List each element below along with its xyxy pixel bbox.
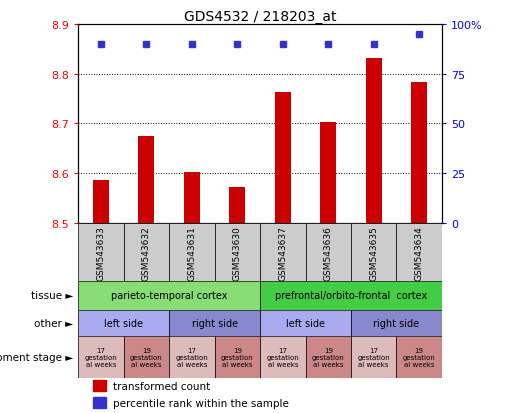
Text: GSM543637: GSM543637: [278, 226, 287, 281]
Bar: [260, 281, 442, 310]
Text: 17
gestation
al weeks: 17 gestation al weeks: [176, 347, 208, 367]
Bar: [78, 337, 124, 378]
Bar: [169, 337, 215, 378]
Text: 19
gestation
al weeks: 19 gestation al weeks: [312, 347, 344, 367]
Text: GSM543634: GSM543634: [415, 226, 424, 280]
Bar: [260, 223, 306, 281]
Text: parieto-temporal cortex: parieto-temporal cortex: [111, 290, 227, 300]
Text: left side: left side: [286, 318, 325, 328]
Bar: [366, 59, 382, 223]
Bar: [351, 223, 396, 281]
Bar: [411, 83, 427, 223]
Bar: [260, 310, 351, 337]
Title: GDS4532 / 218203_at: GDS4532 / 218203_at: [184, 10, 336, 24]
Text: 19
gestation
al weeks: 19 gestation al weeks: [130, 347, 163, 367]
Text: tissue ►: tissue ►: [31, 290, 73, 300]
Bar: [78, 223, 124, 281]
Bar: [306, 337, 351, 378]
Text: prefrontal/orbito-frontal  cortex: prefrontal/orbito-frontal cortex: [275, 290, 427, 300]
Bar: [215, 337, 260, 378]
Text: transformed count: transformed count: [113, 381, 210, 391]
Bar: [138, 136, 155, 223]
Text: right side: right side: [191, 318, 238, 328]
Bar: [320, 122, 336, 223]
Bar: [169, 310, 260, 337]
Text: percentile rank within the sample: percentile rank within the sample: [113, 398, 289, 408]
Bar: [396, 337, 442, 378]
Text: 19
gestation
al weeks: 19 gestation al weeks: [403, 347, 435, 367]
Bar: [306, 223, 351, 281]
Bar: [93, 397, 106, 408]
Text: 17
gestation
al weeks: 17 gestation al weeks: [85, 347, 117, 367]
Bar: [124, 337, 169, 378]
Bar: [351, 310, 442, 337]
Text: GSM543630: GSM543630: [233, 226, 242, 281]
Text: other ►: other ►: [34, 318, 73, 328]
Text: left side: left side: [104, 318, 143, 328]
Bar: [93, 380, 106, 391]
Text: GSM543631: GSM543631: [187, 226, 196, 281]
Text: 17
gestation
al weeks: 17 gestation al weeks: [267, 347, 299, 367]
Text: development stage ►: development stage ►: [0, 352, 73, 362]
Bar: [351, 337, 396, 378]
Text: right side: right side: [373, 318, 420, 328]
Bar: [78, 281, 260, 310]
Text: 17
gestation
al weeks: 17 gestation al weeks: [358, 347, 390, 367]
Text: GSM543632: GSM543632: [142, 226, 151, 280]
Bar: [229, 188, 245, 223]
Bar: [396, 223, 442, 281]
Bar: [93, 181, 109, 223]
Bar: [215, 223, 260, 281]
Text: GSM543635: GSM543635: [369, 226, 378, 281]
Text: 19
gestation
al weeks: 19 gestation al weeks: [221, 347, 254, 367]
Bar: [78, 310, 169, 337]
Bar: [184, 173, 200, 223]
Bar: [260, 337, 306, 378]
Text: GSM543633: GSM543633: [96, 226, 106, 281]
Text: GSM543636: GSM543636: [324, 226, 333, 281]
Bar: [169, 223, 215, 281]
Bar: [275, 93, 291, 223]
Bar: [124, 223, 169, 281]
